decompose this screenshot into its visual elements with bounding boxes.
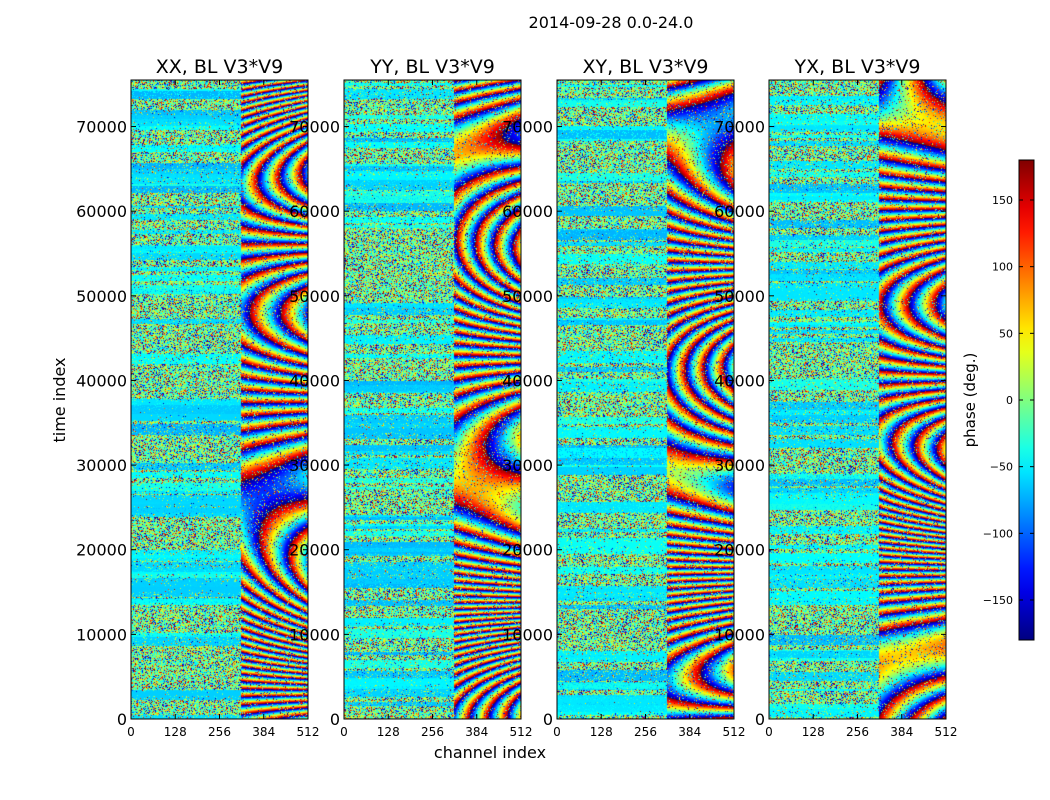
colorbar-tick-label: 150 — [992, 194, 1013, 207]
x-tick-label: 384 — [678, 725, 701, 739]
x-tick-label: 128 — [377, 725, 400, 739]
phase-heatmap-xx — [131, 80, 308, 719]
x-tick-label: 128 — [590, 725, 613, 739]
y-tick-label: 0 — [543, 710, 553, 729]
phase-heatmap-yx — [769, 80, 946, 719]
x-tick-label: 512 — [510, 725, 533, 739]
y-tick-label: 40000 — [289, 371, 340, 390]
x-tick-label: 256 — [634, 725, 657, 739]
colorbar-tick-label: 100 — [992, 261, 1013, 274]
y-tick-label: 60000 — [289, 202, 340, 221]
y-tick-label: 40000 — [714, 371, 765, 390]
y-tick-label: 40000 — [502, 371, 553, 390]
colorbar-tick-label: 50 — [999, 327, 1013, 340]
colorbar-tick-label: −100 — [983, 527, 1013, 540]
x-tick-label: 256 — [846, 725, 869, 739]
y-tick-label: 70000 — [502, 118, 553, 137]
panel-yx: YX, BL V3*V9 0 128 256 384 512 0 10000 20000 3000… — [714, 56, 957, 739]
colorbar-tick-label: 0 — [1006, 394, 1013, 407]
x-tick-label: 128 — [164, 725, 187, 739]
x-tick-label: 256 — [208, 725, 231, 739]
panel-title-xx: XX, BL V3*V9 — [156, 56, 283, 78]
phase-heatmap-xy — [557, 80, 734, 719]
y-tick-label: 30000 — [76, 456, 127, 475]
x-tick-label: 512 — [723, 725, 746, 739]
x-tick-label: 0 — [765, 725, 773, 739]
y-axis-label: time index — [50, 357, 69, 442]
x-tick-label: 0 — [553, 725, 561, 739]
y-tick-label: 70000 — [714, 118, 765, 137]
x-axis-label: channel index — [434, 743, 546, 762]
x-tick-label: 384 — [890, 725, 913, 739]
y-tick-label: 60000 — [76, 202, 127, 221]
x-tick-label: 0 — [127, 725, 135, 739]
y-tick-label: 20000 — [714, 541, 765, 560]
x-tick-label: 384 — [465, 725, 488, 739]
y-tick-label: 60000 — [502, 202, 553, 221]
panels: XX, BL V3*V9 0 128 256 384 512 0 10000 20000 3000… — [76, 56, 957, 739]
y-tick-label: 10000 — [76, 625, 127, 644]
colorbar-label: phase (deg.) — [961, 353, 979, 448]
y-tick-label: 50000 — [76, 287, 127, 306]
y-tick-label: 50000 — [502, 287, 553, 306]
x-tick-label: 256 — [421, 725, 444, 739]
y-tick-label: 10000 — [289, 625, 340, 644]
y-tick-label: 70000 — [289, 118, 340, 137]
panel-xx: XX, BL V3*V9 0 128 256 384 512 0 10000 20000 3000… — [76, 56, 319, 739]
y-tick-label: 40000 — [76, 371, 127, 390]
y-tick-label: 10000 — [714, 625, 765, 644]
panel-title-yy: YY, BL V3*V9 — [369, 56, 495, 78]
x-tick-label: 384 — [252, 725, 275, 739]
y-tick-label: 20000 — [76, 541, 127, 560]
x-tick-label: 0 — [340, 725, 348, 739]
x-tick-label: 512 — [297, 725, 320, 739]
y-tick-label: 50000 — [714, 287, 765, 306]
y-tick-label: 50000 — [289, 287, 340, 306]
colorbar-tick-label: −50 — [990, 461, 1013, 474]
y-tick-label: 20000 — [289, 541, 340, 560]
figure-title: 2014-09-28 0.0-24.0 — [529, 13, 694, 32]
y-tick-label: 0 — [330, 710, 340, 729]
y-tick-label: 60000 — [714, 202, 765, 221]
panel-xy: XY, BL V3*V9 0 128 256 384 512 0 10000 20000 3000… — [502, 56, 745, 739]
x-tick-label: 512 — [935, 725, 958, 739]
colorbar: −150 −100 −50 0 50 100 150 — [983, 159, 1035, 641]
panel-title-yx: YX, BL V3*V9 — [793, 56, 920, 78]
y-tick-label: 0 — [755, 710, 765, 729]
y-tick-label: 20000 — [502, 541, 553, 560]
panel-yy: YY, BL V3*V9 0 128 256 384 512 0 10000 20000 3000… — [289, 56, 532, 739]
panel-title-xy: XY, BL V3*V9 — [582, 56, 708, 78]
y-tick-label: 0 — [117, 710, 127, 729]
y-tick-label: 70000 — [76, 118, 127, 137]
phase-heatmap-yy — [344, 80, 521, 719]
y-tick-label: 30000 — [502, 456, 553, 475]
colorbar-tick-label: −150 — [983, 594, 1013, 607]
y-tick-label: 10000 — [502, 625, 553, 644]
y-tick-label: 30000 — [289, 456, 340, 475]
y-tick-label: 30000 — [714, 456, 765, 475]
x-tick-label: 128 — [802, 725, 825, 739]
